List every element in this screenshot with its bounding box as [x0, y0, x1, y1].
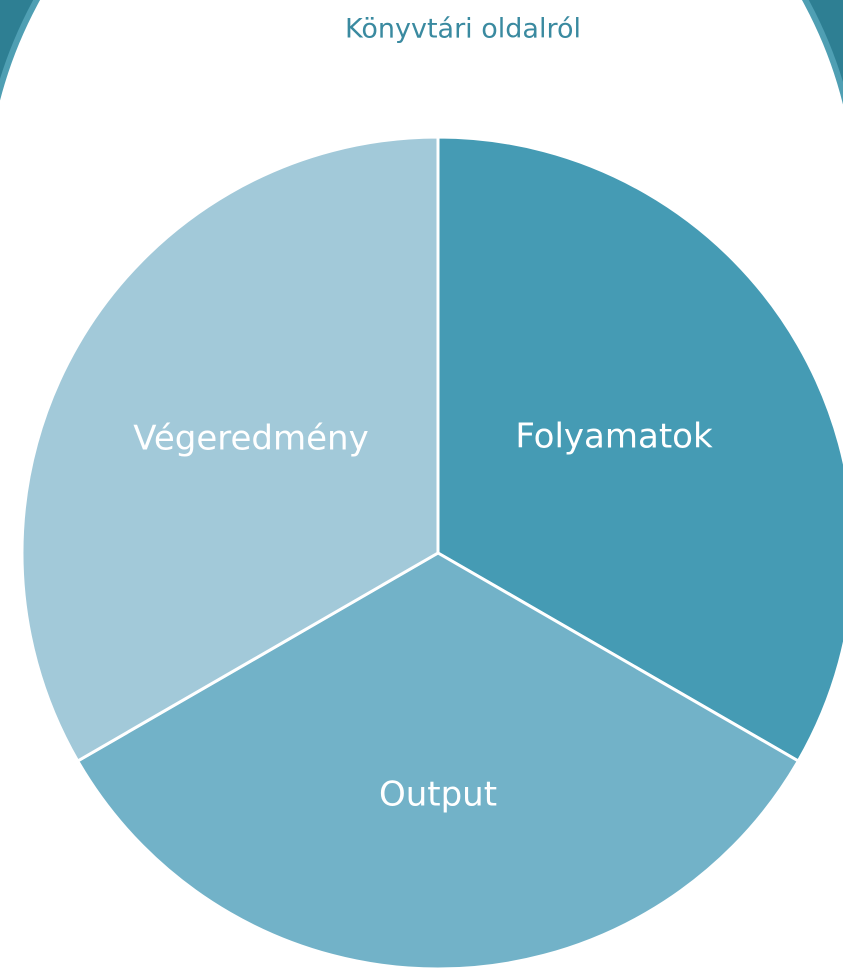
cycle	[20, 135, 843, 968]
segment	[75, 551, 801, 968]
segment-label: Végeredmény	[133, 419, 368, 459]
segment	[436, 135, 843, 764]
segment-label: Folyamatok	[515, 417, 713, 457]
title: Könyvtári oldalról	[345, 14, 581, 45]
segment-label: Output	[379, 775, 497, 815]
segment	[20, 135, 440, 764]
